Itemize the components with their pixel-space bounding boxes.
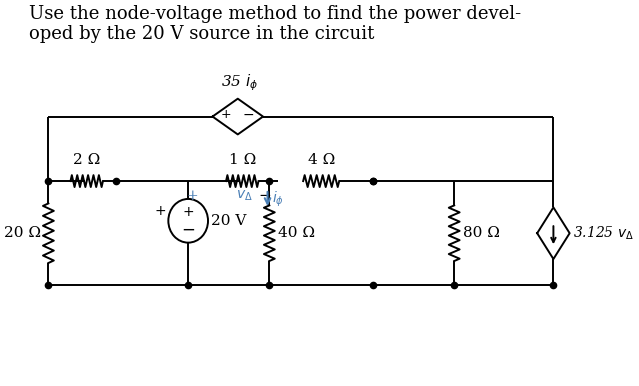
Text: 20 V: 20 V bbox=[211, 214, 246, 228]
Text: 35 $i_\phi$: 35 $i_\phi$ bbox=[221, 72, 258, 93]
Text: oped by the 20 V source in the circuit: oped by the 20 V source in the circuit bbox=[29, 25, 374, 43]
Text: −: − bbox=[258, 189, 271, 203]
Text: 20 Ω: 20 Ω bbox=[4, 226, 41, 240]
Text: 2 Ω: 2 Ω bbox=[73, 153, 100, 167]
Text: $v_\Delta$: $v_\Delta$ bbox=[236, 189, 252, 203]
Text: −: − bbox=[243, 108, 254, 122]
Text: 40 Ω: 40 Ω bbox=[279, 226, 316, 240]
Text: −: − bbox=[181, 221, 195, 239]
Text: 4 Ω: 4 Ω bbox=[307, 153, 335, 167]
Text: +: + bbox=[187, 189, 199, 203]
Text: 80 Ω: 80 Ω bbox=[463, 226, 500, 240]
Text: +: + bbox=[182, 205, 194, 219]
Text: +: + bbox=[220, 108, 231, 121]
Text: $i_\phi$: $i_\phi$ bbox=[272, 189, 284, 208]
Text: 3.125 $v_\Delta$: 3.125 $v_\Delta$ bbox=[573, 225, 634, 242]
Text: 1 Ω: 1 Ω bbox=[229, 153, 256, 167]
Text: Use the node-voltage method to find the power devel-: Use the node-voltage method to find the … bbox=[29, 5, 521, 24]
Text: +: + bbox=[154, 204, 166, 218]
